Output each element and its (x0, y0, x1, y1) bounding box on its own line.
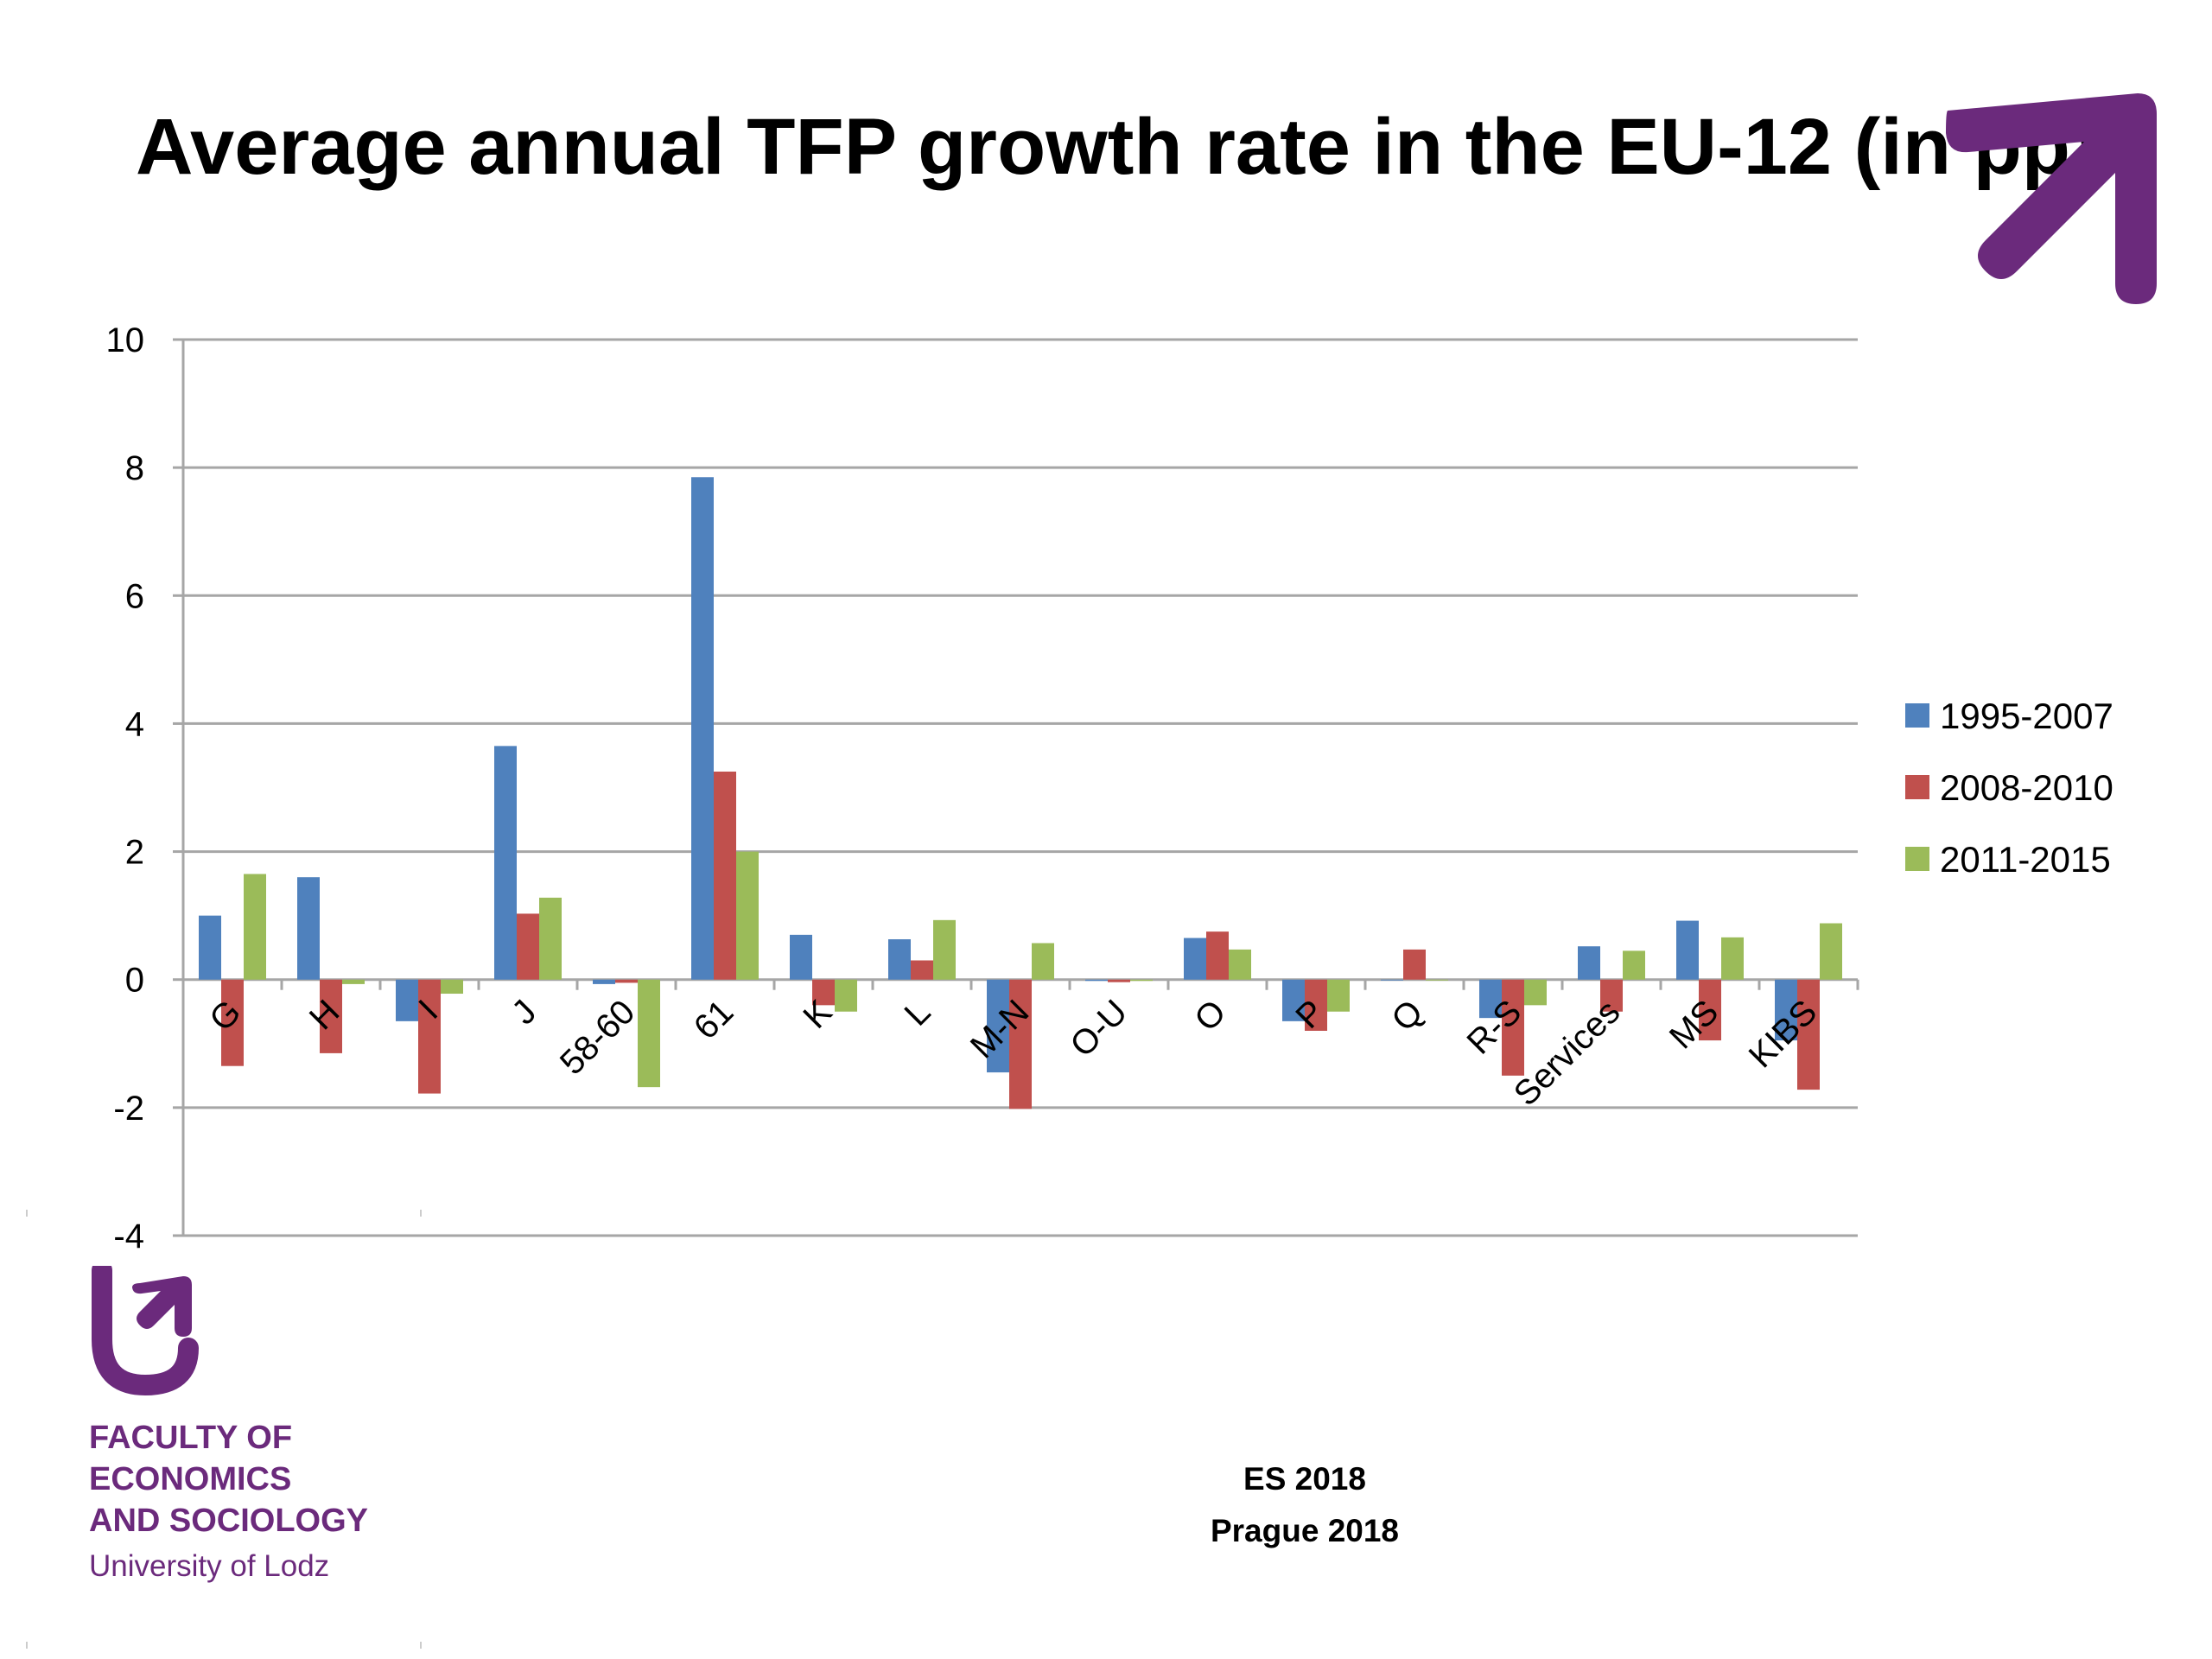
y-tick-label: 0 (125, 962, 144, 1000)
bar (1797, 979, 1820, 1090)
bar (888, 939, 911, 980)
faculty-line-2: ECONOMICS (89, 1461, 292, 1497)
crop-mark-top-left (26, 1210, 35, 1217)
x-tick-label: 61 (687, 993, 741, 1047)
y-tick-label: 2 (125, 834, 144, 872)
y-tick-label: -2 (113, 1090, 144, 1128)
bar (418, 979, 441, 1094)
bar (593, 979, 615, 984)
x-tick-label: Services (1507, 993, 1628, 1114)
faculty-name: FACULTY OF ECONOMICS AND SOCIOLOGY (89, 1417, 368, 1541)
bars (199, 477, 1842, 1109)
bar (638, 979, 660, 1088)
bar (790, 934, 812, 980)
bar (441, 979, 463, 995)
bar (933, 919, 956, 980)
slide-footer: ES 2018 Prague 2018 (1132, 1453, 1478, 1557)
bar (1206, 931, 1229, 980)
x-tick-label: Q (1384, 993, 1430, 1039)
bar (1721, 937, 1744, 980)
university-name: University of Lodz (89, 1549, 330, 1583)
bar (1699, 979, 1721, 1041)
x-tick-label: L (898, 993, 938, 1033)
faculty-line-1: FACULTY OF (89, 1420, 293, 1456)
bar (1623, 950, 1645, 980)
legend-label: 2011-2015 (1940, 839, 2111, 880)
bar (342, 979, 365, 984)
y-tick-label: 10 (106, 321, 145, 359)
bar (615, 979, 638, 983)
bar (539, 897, 562, 980)
bar (1229, 949, 1251, 980)
bar (1282, 979, 1305, 1021)
x-tick-label: J (505, 993, 543, 1032)
bar (320, 979, 342, 1053)
bar (835, 979, 857, 1012)
bar (1130, 979, 1153, 982)
legend-label: 2008-2010 (1940, 767, 2113, 808)
footer-line-2: Prague 2018 (1210, 1513, 1400, 1548)
bar (1184, 938, 1206, 980)
x-tick-label: O (1187, 993, 1233, 1039)
bar (691, 477, 714, 980)
crop-mark-top-right (413, 1210, 422, 1217)
bar (1502, 979, 1524, 1076)
bar (494, 746, 517, 980)
legend-swatch (1905, 847, 1929, 871)
y-tick-label: 4 (125, 705, 144, 743)
bar (911, 960, 933, 980)
legend-swatch (1905, 703, 1929, 728)
x-tick-label: O-U (1063, 993, 1135, 1065)
bar (396, 979, 418, 1021)
bar (1403, 949, 1426, 980)
bar (1327, 979, 1350, 1012)
bar (244, 874, 266, 980)
chart-legend: 1995-2007 2008-2010 2011-2015 (1905, 696, 2113, 880)
bar (221, 979, 244, 1066)
bar (517, 913, 539, 980)
bar (1009, 979, 1032, 1109)
legend-swatch (1905, 775, 1929, 799)
y-tick-label: 6 (125, 577, 144, 615)
bar (812, 979, 835, 1006)
bar (1775, 979, 1797, 1041)
university-logo-icon (92, 1266, 199, 1395)
legend-label: 1995-2007 (1940, 696, 2113, 736)
bar (1426, 979, 1448, 981)
crop-mark-bottom-left (26, 1642, 35, 1649)
bar (736, 851, 759, 980)
bar (297, 877, 320, 980)
bar (1305, 979, 1327, 1031)
bar (1085, 979, 1108, 982)
footer-line-1: ES 2018 (1243, 1461, 1366, 1497)
bar (1676, 920, 1699, 980)
bar (199, 915, 221, 980)
bar (1479, 979, 1502, 1019)
bar (1600, 979, 1623, 1012)
bar (714, 771, 736, 980)
bar (987, 979, 1009, 1073)
y-tick-labels: 10 8 6 4 2 0 -2 -4 (106, 321, 145, 1255)
slide-title: Average annual TFP growth rate in the EU… (136, 103, 2097, 191)
faculty-line-3: AND SOCIOLOGY (89, 1503, 369, 1539)
y-tick-label: -4 (113, 1217, 144, 1255)
bar (1524, 979, 1547, 1006)
arrow-logo-icon (1946, 93, 2157, 304)
bar (1032, 943, 1054, 980)
bar (1578, 946, 1600, 980)
crop-mark-bottom-right (413, 1642, 422, 1649)
bar (1381, 979, 1403, 981)
x-tick-label: 58-60 (553, 993, 642, 1082)
y-tick-label: 8 (125, 449, 144, 487)
bar (1820, 923, 1842, 980)
bar (1108, 979, 1130, 982)
